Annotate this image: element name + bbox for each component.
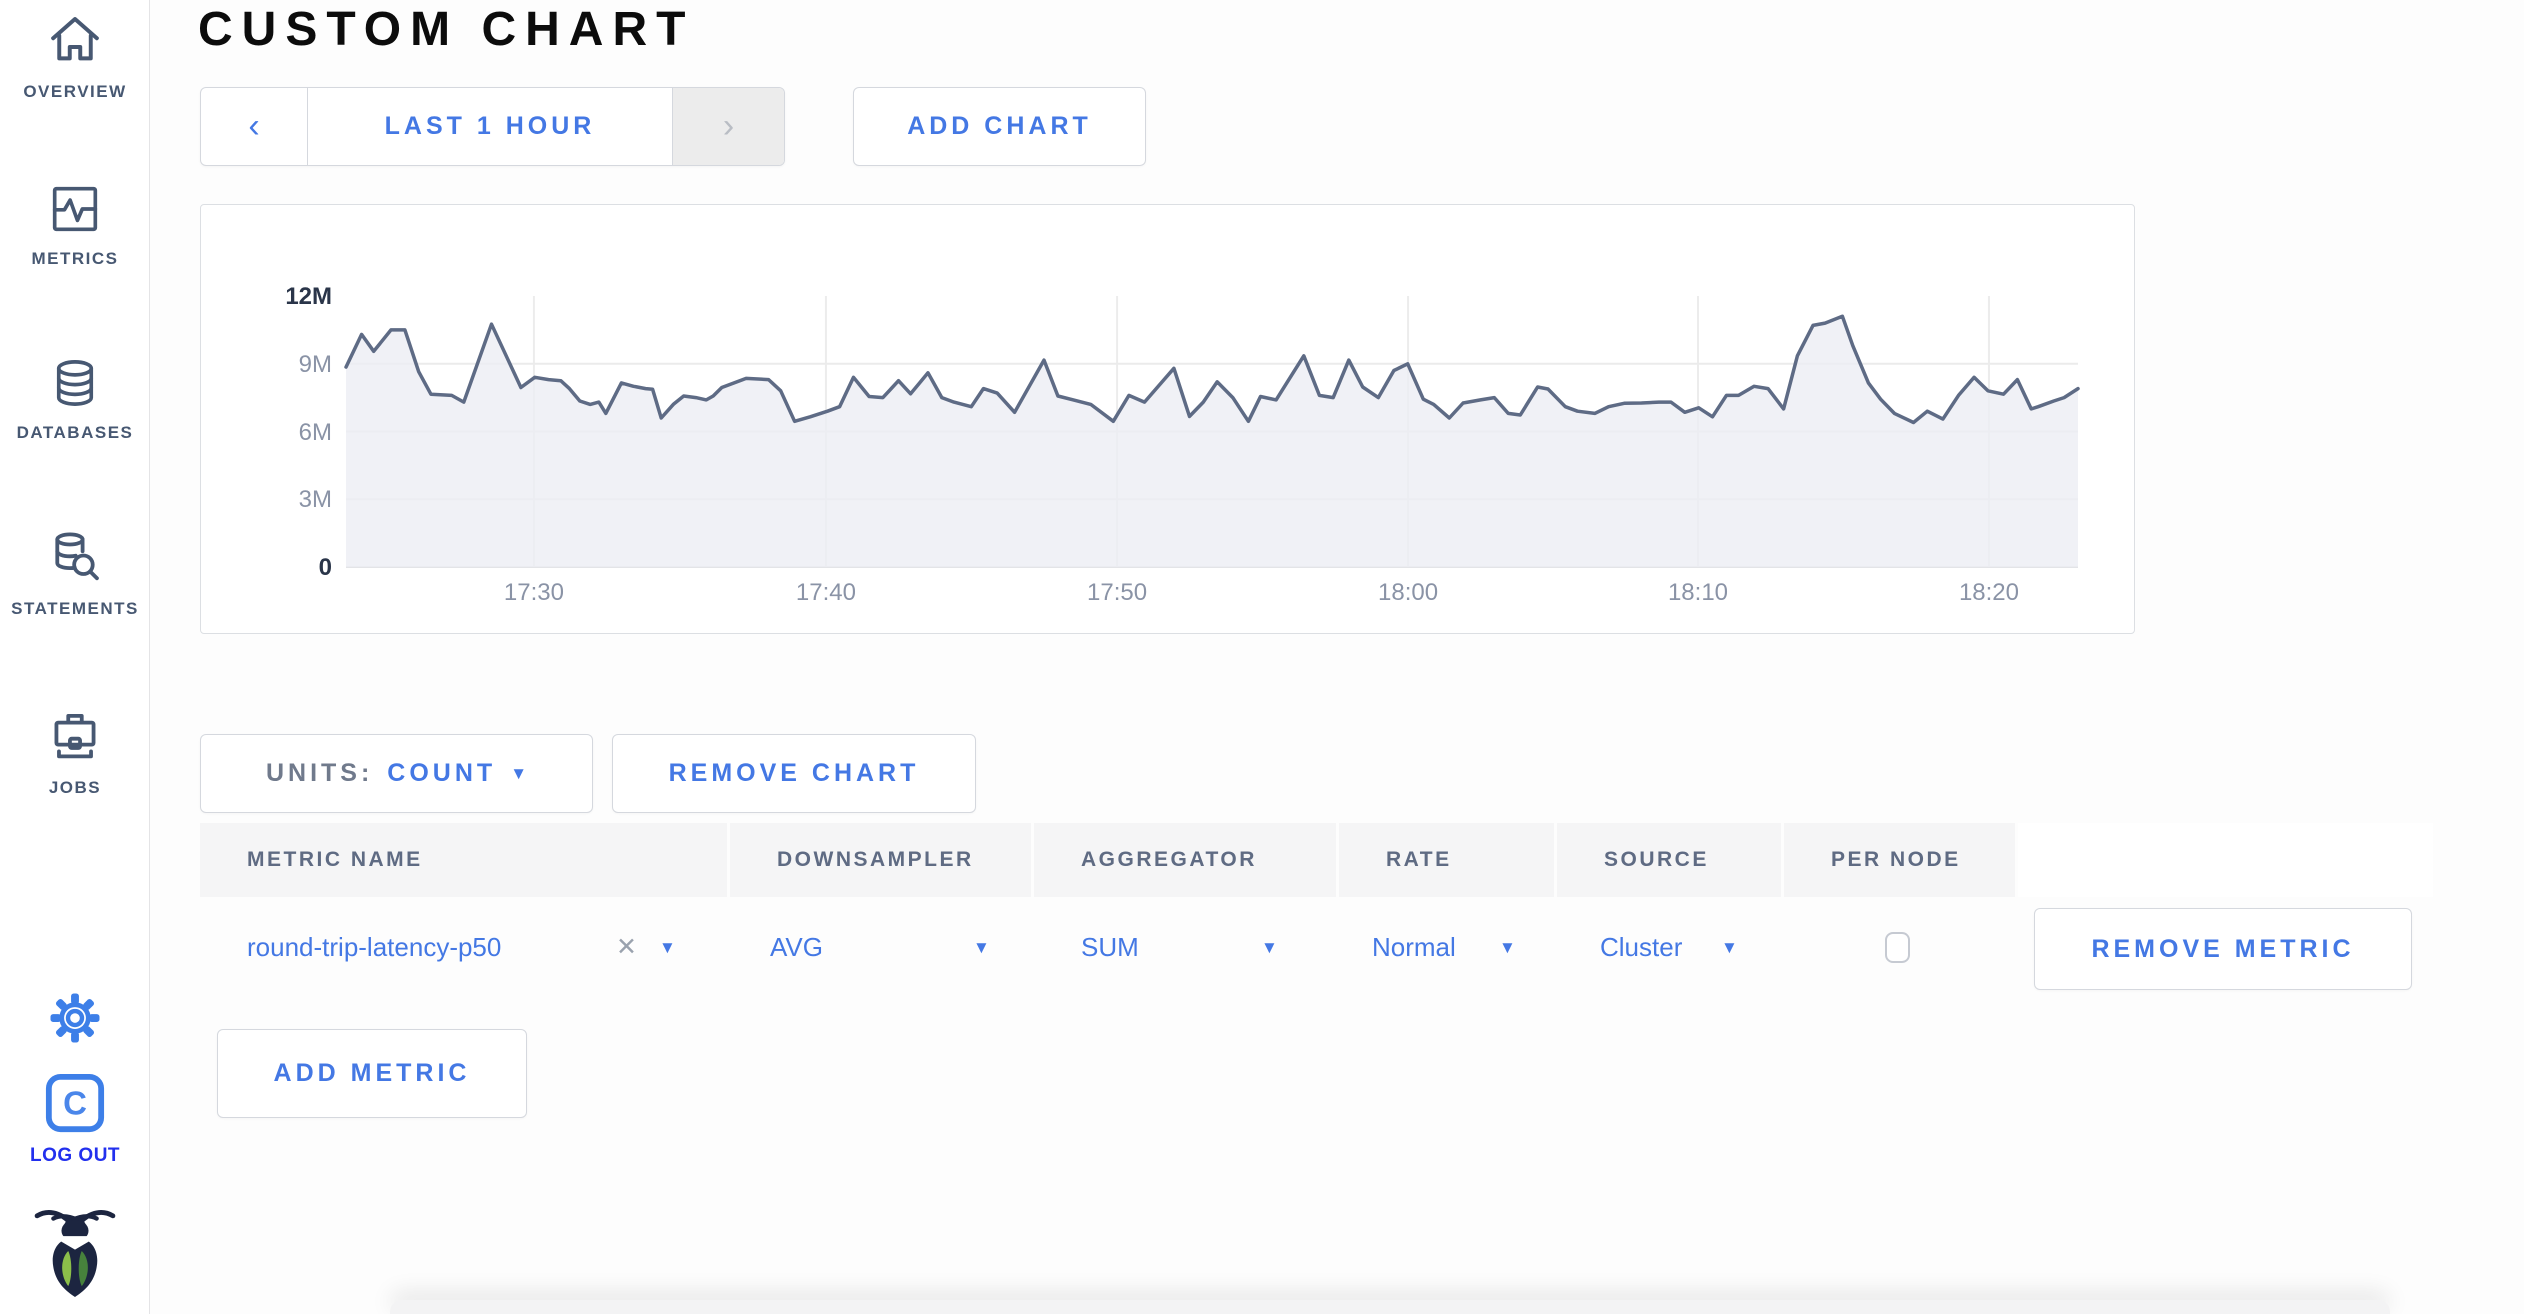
statements-icon <box>48 531 102 590</box>
svg-text:C: C <box>63 1085 87 1122</box>
clear-metric-icon[interactable]: ✕ <box>616 933 637 961</box>
chevron-down-icon[interactable]: ▼ <box>973 938 990 957</box>
units-value: COUNT <box>387 759 497 787</box>
logout-label: LOG OUT <box>29 1145 121 1166</box>
brand-logo <box>0 1205 150 1302</box>
y-axis-tick: 3M <box>298 486 332 514</box>
chevron-down-icon[interactable]: ▼ <box>1499 938 1516 957</box>
source-select[interactable]: Cluster <box>1600 932 1683 962</box>
column-header-rate: RATE <box>1339 823 1554 897</box>
column-header-downsampler: DOWNSAMPLER <box>730 823 1031 897</box>
chevron-left-icon: ‹ <box>248 107 260 145</box>
units-dropdown[interactable]: UNITS: COUNT ▼ <box>200 734 593 813</box>
sidebar-item-statements[interactable]: STATEMENTS <box>0 531 150 619</box>
column-header-actions <box>2018 823 2433 897</box>
x-axis-tick: 18:00 <box>1378 579 1439 606</box>
settings-gear[interactable] <box>0 990 150 1051</box>
gear-icon <box>47 990 103 1051</box>
units-label: UNITS: <box>265 759 374 787</box>
downsampler-select[interactable]: AVG <box>770 932 823 962</box>
sidebar-item-overview[interactable]: OVERVIEW <box>0 12 150 102</box>
sidebar-item-label: OVERVIEW <box>23 82 127 101</box>
time-range-prev-button[interactable]: ‹ <box>201 88 308 165</box>
metrics-icon <box>49 183 101 240</box>
sidebar-item-databases[interactable]: DATABASES <box>0 357 150 443</box>
remove-metric-button[interactable]: REMOVE METRIC <box>2034 908 2412 990</box>
chevron-right-icon: › <box>722 107 735 145</box>
metric-name-value[interactable]: round-trip-latency-p50 <box>247 932 502 962</box>
main-content: CUSTOM CHART ‹ LAST 1 HOUR › ADD CHART 1… <box>150 0 2524 1314</box>
line-chart[interactable]: 12M 9M 6M 3M 0 17:30 17:40 17:50 18:00 18:10 18:20 <box>285 283 2080 606</box>
footer-shadow-bar <box>390 1300 2390 1314</box>
add-chart-button[interactable]: ADD CHART <box>853 87 1146 166</box>
sidebar: OVERVIEW METRICS DATABASES <box>0 0 150 1314</box>
column-header-source: SOURCE <box>1557 823 1781 897</box>
sidebar-item-metrics[interactable]: METRICS <box>0 183 150 269</box>
time-range-value[interactable]: LAST 1 HOUR <box>384 112 596 140</box>
chevron-down-icon[interactable]: ▼ <box>659 938 676 957</box>
database-icon <box>49 357 101 414</box>
remove-chart-button[interactable]: REMOVE CHART <box>612 734 976 813</box>
logout-button[interactable]: C LOG OUT <box>0 1072 150 1167</box>
rate-select[interactable]: Normal <box>1372 932 1456 962</box>
x-axis-tick: 18:20 <box>1958 579 2019 606</box>
x-axis-tick: 17:50 <box>1087 579 1148 606</box>
time-range-selector: ‹ LAST 1 HOUR › <box>200 87 785 166</box>
x-axis-tick: 17:30 <box>503 579 564 606</box>
time-range-next-button[interactable]: › <box>672 88 784 165</box>
y-axis-tick: 9M <box>298 350 332 378</box>
aggregator-select[interactable]: SUM <box>1081 932 1139 962</box>
sidebar-item-label: DATABASES <box>16 423 134 442</box>
cockroach-c-icon: C <box>44 1072 106 1139</box>
x-axis-tick: 17:40 <box>795 579 856 606</box>
page-title: CUSTOM CHART <box>198 3 695 56</box>
chevron-down-icon[interactable]: ▼ <box>1721 938 1738 957</box>
column-header-metric-name: METRIC NAME <box>200 823 727 897</box>
column-header-per-node: PER NODE <box>1784 823 2015 897</box>
sidebar-item-jobs[interactable]: JOBS <box>0 710 150 798</box>
sidebar-item-label: JOBS <box>48 778 102 797</box>
sidebar-item-label: STATEMENTS <box>11 599 139 618</box>
column-header-aggregator: AGGREGATOR <box>1034 823 1336 897</box>
chevron-down-icon: ▼ <box>510 763 528 783</box>
y-axis-tick: 0 <box>318 554 332 581</box>
home-icon <box>47 12 103 73</box>
x-axis-tick: 18:10 <box>1667 579 1729 606</box>
metrics-table-header: METRIC NAME DOWNSAMPLER AGGREGATOR RATE … <box>200 823 2433 897</box>
add-metric-button[interactable]: ADD METRIC <box>217 1029 527 1118</box>
jobs-icon <box>48 710 102 769</box>
y-axis-tick: 12M <box>285 283 332 310</box>
per-node-checkbox[interactable] <box>1885 932 1910 963</box>
chevron-down-icon[interactable]: ▼ <box>1261 938 1278 957</box>
chart-svg <box>344 296 2080 568</box>
sidebar-item-label: METRICS <box>31 249 119 268</box>
chart-card: 12M 9M 6M 3M 0 17:30 17:40 17:50 18:00 18:10 18:20 <box>200 204 2135 634</box>
cockroach-bug-icon <box>31 1205 119 1302</box>
y-axis-tick: 6M <box>298 418 332 446</box>
